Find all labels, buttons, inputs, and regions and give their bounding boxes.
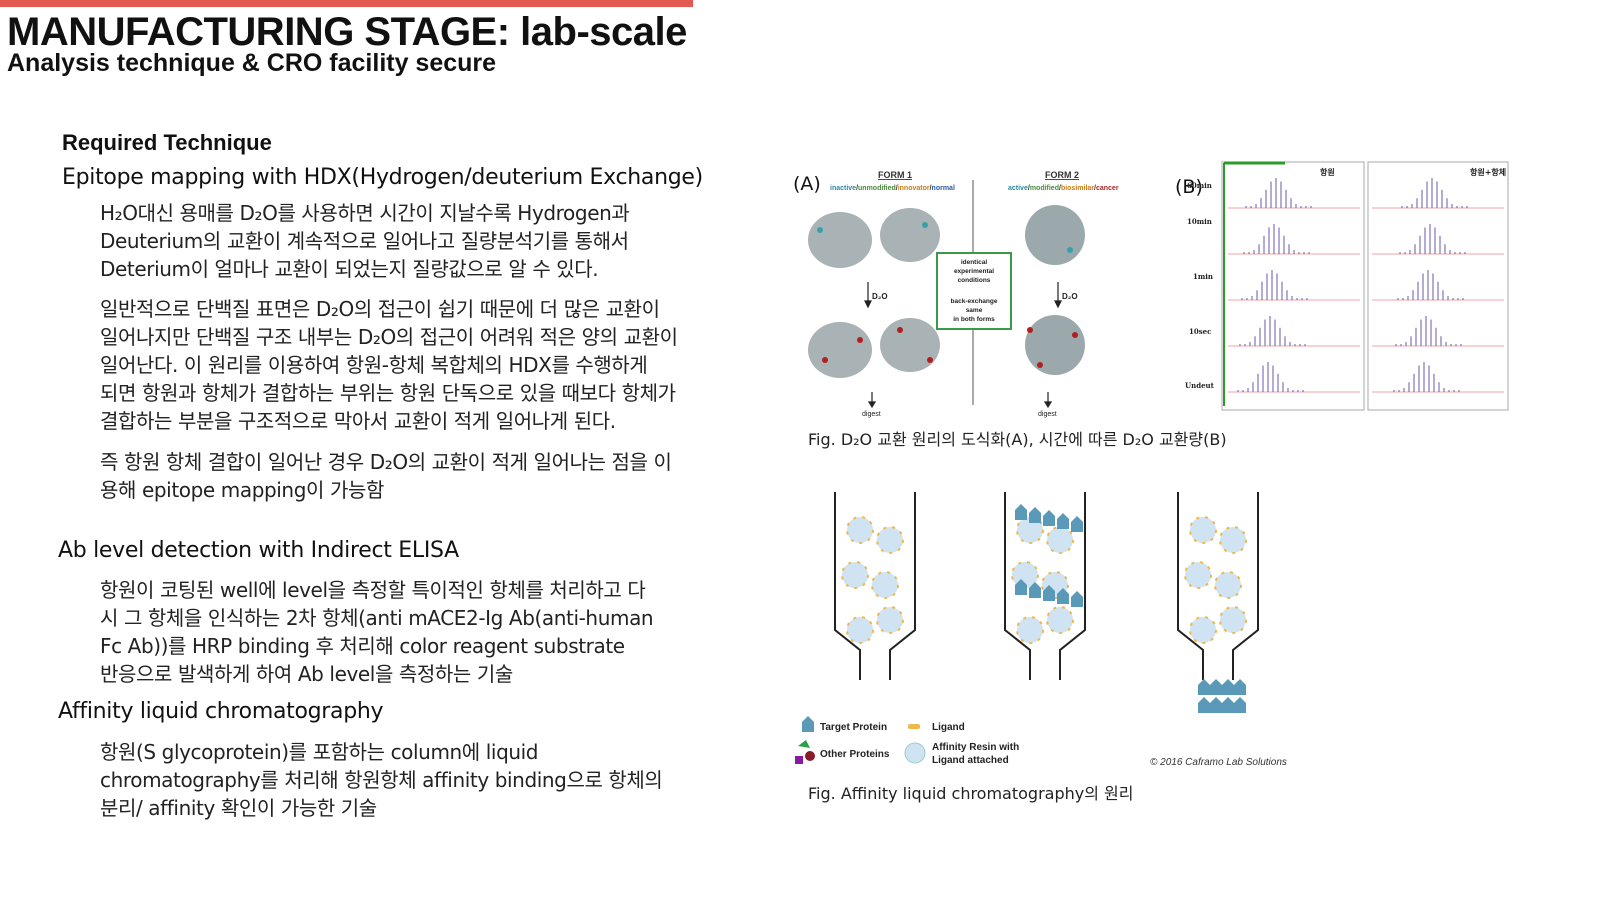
header-accent-bar xyxy=(0,0,693,7)
hdx-p2-line: 되면 항원과 항체가 결합하는 부위는 항원 단독으로 있을 때보다 항체가 xyxy=(100,381,676,405)
affinity-line: chromatography를 처리해 항원항체 affinity bindin… xyxy=(100,768,663,792)
column-1 xyxy=(834,492,916,680)
legend-target-protein: Target Protein xyxy=(820,722,887,733)
other-proteins-icon xyxy=(795,756,803,764)
hdx-p2-line: 일어난다. 이 원리를 이용하여 항원-항체 복합체의 HDX를 수행하게 xyxy=(100,353,648,377)
target-protein-icon xyxy=(802,716,814,732)
ligand-icon xyxy=(908,724,920,729)
form1-sub: inactive/unmodified/innovator/normal xyxy=(830,185,955,192)
affinity-resin-icon xyxy=(904,742,926,764)
hdx-paragraph-3: 즉 항원 항체 결합이 일어난 경우 D₂O의 교환이 적게 일어나는 점을 이… xyxy=(100,448,672,504)
hdx-p2-line: 일반적으로 단백질 표면은 D₂O의 접근이 쉽기 때문에 더 많은 교환이 xyxy=(100,297,660,321)
hdx-p1-line: Deuterium의 교환이 계속적으로 일어나고 질량분석기를 통해서 xyxy=(100,229,629,253)
affinity-heading: Affinity liquid chromatography xyxy=(58,699,384,724)
hdx-heading: Epitope mapping with HDX(Hydrogen/deuter… xyxy=(62,165,703,190)
affinity-line: 항원(S glycoprotein)를 포함하는 column에 liquid xyxy=(100,740,539,764)
panel-b-row-label: Undeut xyxy=(1185,381,1215,390)
box-line: same xyxy=(966,307,983,314)
panel-b-row-label: 1min xyxy=(1193,272,1213,281)
affinity-line: 분리/ affinity 확인이 가능한 기술 xyxy=(100,796,377,820)
panel-b-col-label: 항원 xyxy=(1320,167,1335,177)
mass-spectra-panel xyxy=(1221,161,1509,411)
legend xyxy=(795,716,926,764)
legend-ligand-attached: Ligand attached xyxy=(932,755,1009,766)
box-line: experimental xyxy=(954,268,994,275)
box-line: identical xyxy=(961,259,988,266)
elisa-heading: Ab level detection with Indirect ELISA xyxy=(58,538,459,563)
hdx-p2-line: 일어나지만 단백질 구조 내부는 D₂O의 접근이 어려워 적은 양의 교환이 xyxy=(100,325,678,349)
digest-label: digest xyxy=(862,411,881,418)
form2-label: FORM 2 xyxy=(1045,170,1079,180)
page-title: MANUFACTURING STAGE: lab-scale xyxy=(7,10,687,54)
other-proteins-icon xyxy=(805,751,815,761)
hdx-p3-line: 즉 항원 항체 결합이 일어난 경우 D₂O의 교환이 적게 일어나는 점을 이 xyxy=(100,450,672,474)
affinity-figure-caption: Fig. Affinity liquid chromatography의 원리 xyxy=(808,784,1134,803)
conditions-box xyxy=(936,252,1012,330)
fig-label-b: (B) xyxy=(1175,176,1203,198)
legend-other-proteins: Other Proteins xyxy=(820,749,890,760)
hdx-p2-line: 결합하는 부분을 구조적으로 막아서 교환이 적게 일어나게 된다. xyxy=(100,409,616,433)
hdx-figure: (A) (B) FORM 1 inactive/unmodified/innov… xyxy=(793,161,1509,418)
hdx-p3-line: 용해 epitope mapping이 가능함 xyxy=(100,478,384,502)
elisa-line: Fc Ab))를 HRP binding 후 처리해 color reagent… xyxy=(100,634,625,658)
affinity-paragraph: 항원(S glycoprotein)를 포함하는 column에 liquid … xyxy=(100,738,663,822)
elisa-paragraph: 항원이 코팅된 well에 level을 측정할 특이적인 항체를 처리하고 다… xyxy=(100,576,654,688)
panel-b-row-label: 10sec xyxy=(1189,327,1211,336)
hdx-paragraph-1: H₂O대신 용매를 D₂O를 사용하면 시간이 지날수록 Hydrogen과 D… xyxy=(100,199,630,283)
d2o-label: D₂O xyxy=(1062,292,1078,301)
digest-label: digest xyxy=(1038,411,1057,418)
hdx-p1-line: Deterium이 얼마나 교환이 되었는지 질량값으로 알 수 있다. xyxy=(100,257,599,281)
hdx-paragraph-2: 일반적으로 단백질 표면은 D₂O의 접근이 쉽기 때문에 더 많은 교환이 일… xyxy=(100,295,678,435)
panel-b-row-label: 60min xyxy=(1187,181,1212,190)
box-line: conditions xyxy=(958,277,991,284)
hdx-p1-line: H₂O대신 용매를 D₂O를 사용하면 시간이 지날수록 Hydrogen과 xyxy=(100,201,630,225)
form1-label: FORM 1 xyxy=(878,170,912,180)
section-label: Required Technique xyxy=(62,130,272,155)
hdx-figure-caption: Fig. D₂O 교환 원리의 도식화(A), 시간에 따른 D₂O 교환량(B… xyxy=(808,430,1227,449)
page-subtitle: Analysis technique & CRO facility secure xyxy=(7,49,497,77)
column-2 xyxy=(1004,492,1086,680)
d2o-label: D₂O xyxy=(872,292,888,301)
column-3 xyxy=(1177,492,1259,680)
box-line: in both forms xyxy=(953,316,995,323)
panel-b-col-label: 항원+항체 xyxy=(1470,167,1506,177)
other-proteins-icon xyxy=(798,740,810,748)
protein-structure-icon xyxy=(808,205,1085,378)
form2-sub: active/modified/biosimilar/cancer xyxy=(1008,185,1119,192)
figure-credit: © 2016 Caframo Lab Solutions xyxy=(1150,757,1287,768)
elisa-line: 시 그 항체을 인식하는 2차 항체(anti mACE2-Ig Ab(anti… xyxy=(100,606,654,630)
legend-affinity-resin: Affinity Resin with xyxy=(932,742,1019,753)
affinity-column-figure: Target Protein Ligand Other Proteins Aff… xyxy=(795,492,1287,768)
elisa-line: 반응으로 발색하게 하여 Ab level을 측정하는 기술 xyxy=(100,662,513,686)
fig-label-a: (A) xyxy=(793,173,821,195)
box-line: back-exchange xyxy=(951,298,998,305)
legend-ligand: Ligand xyxy=(932,722,965,733)
panel-b-row-label: 10min xyxy=(1187,217,1212,226)
elisa-line: 항원이 코팅된 well에 level을 측정할 특이적인 항체를 처리하고 다 xyxy=(100,578,646,602)
